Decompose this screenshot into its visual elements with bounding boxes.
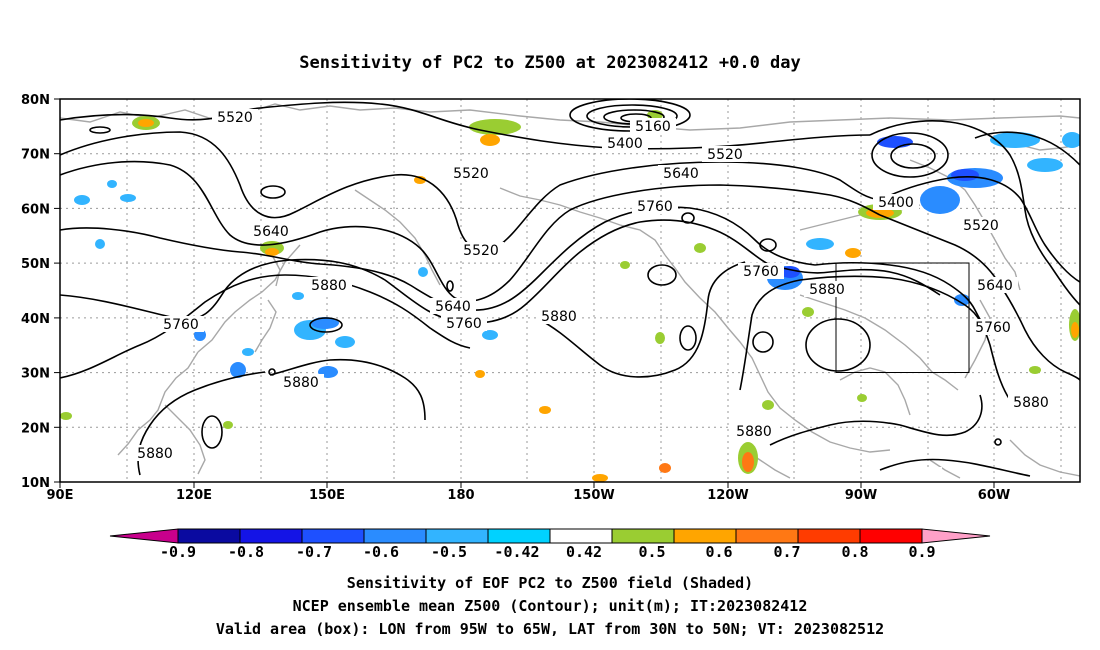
colorbar-label: -0.8 <box>228 543 264 561</box>
lat-label: 70N <box>21 148 50 163</box>
contour-label: 5520 <box>463 243 499 259</box>
contour-label: 5880 <box>541 309 577 325</box>
lat-label: 60N <box>21 202 50 217</box>
colorbar-low-end <box>109 528 179 544</box>
contour-label: 5760 <box>743 264 779 280</box>
colorbar-label: -0.6 <box>363 543 399 561</box>
map-background <box>60 99 1080 482</box>
colorbar-label: -0.9 <box>160 543 196 561</box>
contour-label: 5400 <box>878 195 914 211</box>
colorbar: -0.9 -0.8 -0.7 -0.6 -0.5 -0.42 0.42 0.5 … <box>109 528 991 561</box>
contour-label: 5520 <box>963 218 999 234</box>
contour-label: 5160 <box>635 119 671 135</box>
colorbar-box <box>611 528 675 544</box>
contour-label: 5880 <box>1013 395 1049 411</box>
colorbar-label: 0.42 <box>566 543 602 561</box>
colorbar-box <box>239 528 303 544</box>
figure-title: Sensitivity of PC2 to Z500 at 2023082412… <box>299 53 801 73</box>
colorbar-label: -0.7 <box>296 543 332 561</box>
colorbar-box <box>177 528 241 544</box>
longitude-labels: 90E 120E 150E 180 150W 120W 90W 60W <box>47 488 1011 503</box>
colorbar-label: 0.7 <box>773 543 800 561</box>
lon-label: 150W <box>573 488 614 503</box>
colorbar-box <box>673 528 737 544</box>
contour-label: 5520 <box>453 166 489 182</box>
contour-label: 5640 <box>253 224 289 240</box>
contour-labels: 5520 5160 5400 5520 5640 5520 5760 5640 … <box>132 109 1054 482</box>
colorbar-label: -0.5 <box>431 543 467 561</box>
contour-label: 5520 <box>707 147 743 163</box>
lat-label: 20N <box>21 421 50 436</box>
lat-label: 40N <box>21 312 50 327</box>
colorbar-box <box>487 528 551 544</box>
colorbar-label: 0.8 <box>841 543 868 561</box>
contour-label: 5760 <box>975 320 1011 336</box>
coastlines <box>60 103 1080 479</box>
lon-label: 180 <box>447 488 474 503</box>
colorbar-box <box>301 528 365 544</box>
lon-label: 120E <box>176 488 212 503</box>
contour-label: 5760 <box>637 199 673 215</box>
colorbar-label: 0.6 <box>705 543 732 561</box>
lat-label: 10N <box>21 476 50 491</box>
caption-line-3: Valid area (box): LON from 95W to 65W, L… <box>216 620 884 638</box>
lon-label: 150E <box>309 488 345 503</box>
lon-label: 120W <box>707 488 748 503</box>
axis-ticks <box>54 98 995 488</box>
colorbar-boxes <box>177 528 923 544</box>
contour-label: 5400 <box>607 136 643 152</box>
caption-line-1: Sensitivity of EOF PC2 to Z500 field (Sh… <box>347 574 753 592</box>
lat-label: 30N <box>21 367 50 382</box>
contour-label: 5880 <box>137 446 173 462</box>
contour-label: 5880 <box>283 375 319 391</box>
lon-label: 90E <box>47 488 74 503</box>
colorbar-box <box>859 528 923 544</box>
contour-label: 5640 <box>663 166 699 182</box>
z500-contours <box>60 99 1080 477</box>
colorbar-box <box>425 528 489 544</box>
contour-label: 5640 <box>977 278 1013 294</box>
contour-label: 5760 <box>163 317 199 333</box>
contour-label: 5640 <box>435 299 471 315</box>
colorbar-high-end <box>921 528 991 544</box>
latitude-labels: 80N 70N 60N 50N 40N 30N 20N 10N <box>21 93 50 491</box>
colorbar-label: 0.9 <box>908 543 935 561</box>
colorbar-box <box>797 528 861 544</box>
lon-label: 90W <box>845 488 877 503</box>
map-frame <box>59 98 1081 483</box>
colorbar-box <box>549 528 613 544</box>
contour-label: 5880 <box>809 282 845 298</box>
lat-label: 50N <box>21 257 50 272</box>
colorbar-label: 0.5 <box>638 543 665 561</box>
contour-label: 5880 <box>311 278 347 294</box>
contour-label: 5880 <box>736 424 772 440</box>
contour-label: 5760 <box>446 316 482 332</box>
caption-line-2: NCEP ensemble mean Z500 (Contour); unit(… <box>293 597 808 615</box>
colorbar-label: -0.42 <box>494 543 539 561</box>
map-panel: 5520 5160 5400 5520 5640 5520 5760 5640 … <box>21 93 1081 503</box>
colorbar-box <box>735 528 799 544</box>
lat-label: 80N <box>21 93 50 108</box>
colorbar-labels: -0.9 -0.8 -0.7 -0.6 -0.5 -0.42 0.42 0.5 … <box>160 543 936 561</box>
contour-label: 5520 <box>217 110 253 126</box>
caption: Sensitivity of EOF PC2 to Z500 field (Sh… <box>216 574 884 638</box>
lon-label: 60W <box>978 488 1010 503</box>
valid-area-box <box>835 262 970 373</box>
colorbar-box <box>363 528 427 544</box>
